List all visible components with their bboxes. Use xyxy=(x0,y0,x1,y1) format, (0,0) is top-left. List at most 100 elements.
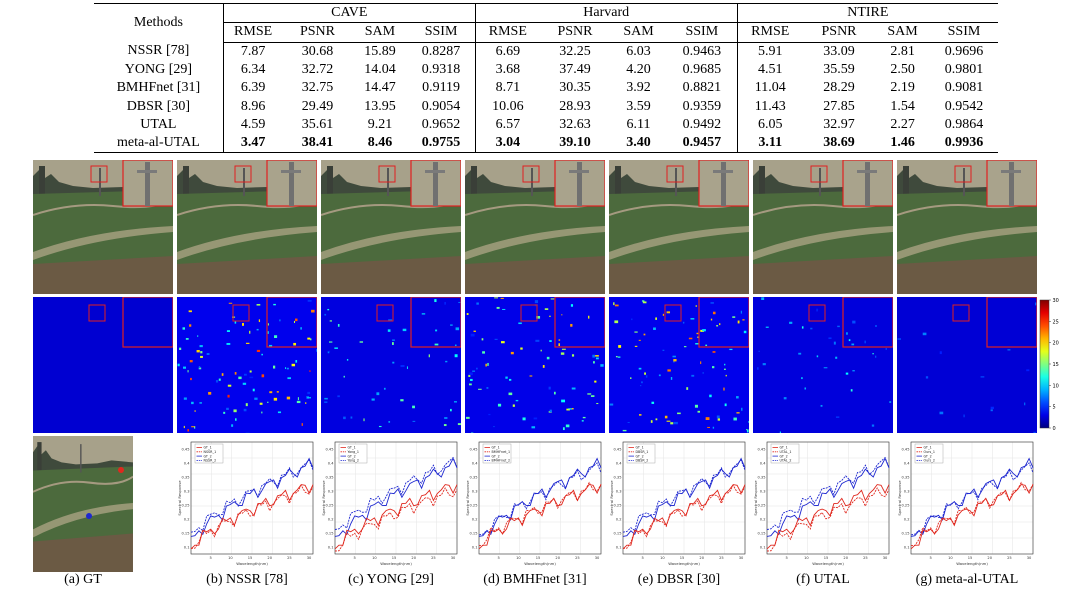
x-tick-label: 20 xyxy=(267,556,272,560)
y-tick-label: 0.2 xyxy=(184,518,190,522)
spectral-curve-plot: 0.1 0.15 0.2 0.25 0.3 0.35 0.4 0.45 5 10 15 20 25 30 W… xyxy=(465,436,605,572)
metric-value-cell: 1.46 xyxy=(875,134,930,154)
subfigure-caption: (e) DBSR [30] xyxy=(637,572,721,587)
x-tick-label: 5 xyxy=(210,556,212,560)
spectral-curve xyxy=(910,457,1034,537)
y-tick-label: 0.45 xyxy=(901,448,909,452)
metric-value-cell: 27.85 xyxy=(823,98,855,114)
x-tick-label: 30 xyxy=(739,556,744,560)
metric-value-cell: 30.68 xyxy=(301,43,334,59)
metric-value-cell: 14.04 xyxy=(364,62,396,78)
x-tick-label: 20 xyxy=(699,556,704,560)
reconstruction-image xyxy=(321,160,461,294)
group-header-cave: CAVE xyxy=(223,2,476,24)
legend-entry: UTAL_1 xyxy=(780,450,792,454)
metric-value-cell: 35.59 xyxy=(823,62,855,78)
x-tick-label: 30 xyxy=(1027,556,1032,560)
error-map xyxy=(33,297,173,433)
legend-entry: Yong_2 xyxy=(348,459,360,463)
x-tick-label: 10 xyxy=(228,556,233,560)
y-tick-label: 0.3 xyxy=(616,490,622,494)
x-tick-label: 5 xyxy=(498,556,500,560)
table-row: meta-al-UTAL 3.47 38.41 8.46 0.9755 3.04 39.10… xyxy=(94,134,998,154)
metric-value-cell: 6.69 xyxy=(495,43,521,59)
y-tick-label: 0.4 xyxy=(184,462,190,466)
metric-header: PSNR xyxy=(282,22,353,43)
legend-entry: NSSR_2 xyxy=(204,459,217,463)
metric-value-cell: 6.11 xyxy=(626,116,651,132)
x-tick-label: 10 xyxy=(804,556,809,560)
y-tick-label: 0.45 xyxy=(325,448,333,452)
y-tick-label: 0.3 xyxy=(760,490,766,494)
y-tick-label: 0.25 xyxy=(181,504,189,508)
x-tick-label: 25 xyxy=(287,556,292,560)
metric-value-cell: 6.57 xyxy=(495,116,521,132)
legend-entry: GT_1 xyxy=(780,446,788,450)
error-map xyxy=(609,297,749,433)
metric-value-cell: 8.96 xyxy=(240,98,266,114)
y-tick-label: 0.1 xyxy=(184,546,190,550)
y-axis-label: Spectral Response xyxy=(465,480,470,516)
legend-entry: NSSR_1 xyxy=(204,450,217,454)
metric-value-cell: 28.29 xyxy=(823,80,855,96)
method-name-cell: BMHFnet [31] xyxy=(94,79,224,98)
metric-value-cell: 2.27 xyxy=(890,116,915,132)
y-tick-label: 0.25 xyxy=(325,504,333,508)
method-name-cell: meta-al-UTAL xyxy=(94,134,224,154)
legend-entry: GT_2 xyxy=(780,454,788,458)
metric-value-cell: 4.59 xyxy=(240,116,266,132)
metric-value-cell: 32.97 xyxy=(823,116,855,132)
metric-value-cell: 0.9457 xyxy=(667,134,738,154)
metric-header: SAM xyxy=(875,22,930,43)
y-tick-label: 0.3 xyxy=(472,490,478,494)
spectral-curve xyxy=(622,459,746,533)
results-table: Methods CAVE Harvard NTIRE RMSE PSNR SAM… xyxy=(94,2,998,154)
metric-header: SSIM xyxy=(929,22,998,43)
metric-value-cell: 3.59 xyxy=(626,98,651,114)
sample-point-red xyxy=(118,467,124,473)
metric-value-cell: 2.50 xyxy=(890,62,915,78)
subfigure-caption: (d) BMHFnet [31] xyxy=(483,572,587,587)
y-tick-label: 0.25 xyxy=(469,504,477,508)
gt-image-with-points xyxy=(33,436,133,572)
metric-value-cell: 28.93 xyxy=(559,98,591,114)
legend-entry: Ours_2 xyxy=(924,459,936,463)
metric-header: RMSE xyxy=(475,22,540,43)
metric-value-cell: 15.89 xyxy=(364,43,396,59)
metric-value-cell: 4.20 xyxy=(626,62,651,78)
y-tick-label: 0.15 xyxy=(469,532,477,536)
spectral-curve xyxy=(478,462,602,536)
metric-value-cell: 0.9463 xyxy=(667,42,738,61)
sample-point-blue xyxy=(86,513,92,519)
y-tick-label: 0.2 xyxy=(472,518,478,522)
x-axis-label: Wavelength(nm) xyxy=(668,561,700,566)
method-name-cell: DBSR [30] xyxy=(94,97,224,116)
metric-value-cell: 14.47 xyxy=(364,80,396,96)
method-name-cell: YONG [29] xyxy=(94,60,224,80)
error-map xyxy=(465,297,605,433)
colorbar-tick-label: 20 xyxy=(1053,341,1059,347)
metric-value-cell: 30.35 xyxy=(559,80,591,96)
spectral-curve xyxy=(622,484,746,550)
metric-value-cell: 0.9755 xyxy=(407,134,476,154)
metric-value-cell: 37.49 xyxy=(559,62,591,78)
metric-value-cell: 0.9054 xyxy=(407,97,476,116)
metric-value-cell: 0.9864 xyxy=(944,116,984,132)
y-tick-label: 0.35 xyxy=(757,476,765,480)
legend-entry: BMHFnet_2 xyxy=(492,459,511,463)
legend-entry: DBSR_1 xyxy=(636,450,649,454)
legend-entry: GT_2 xyxy=(348,454,356,458)
table-row: DBSR [30] 8.96 29.49 13.95 0.9054 10.06 28.93 3… xyxy=(94,97,998,116)
x-tick-label: 5 xyxy=(786,556,788,560)
group-header-harvard: Harvard xyxy=(475,2,738,24)
legend-entry: GT_1 xyxy=(204,446,212,450)
reconstruction-image xyxy=(609,160,749,294)
spectral-curve xyxy=(190,484,314,550)
x-axis-label: Wavelength(nm) xyxy=(956,561,988,566)
metric-value-cell: 0.9318 xyxy=(407,60,476,80)
method-name-cell: UTAL xyxy=(94,115,224,135)
metric-value-cell: 32.72 xyxy=(301,62,334,78)
spectral-curve-plot: 0.1 0.15 0.2 0.25 0.3 0.35 0.4 0.45 5 10 15 20 25 30 W… xyxy=(177,436,317,572)
y-tick-label: 0.45 xyxy=(613,448,621,452)
